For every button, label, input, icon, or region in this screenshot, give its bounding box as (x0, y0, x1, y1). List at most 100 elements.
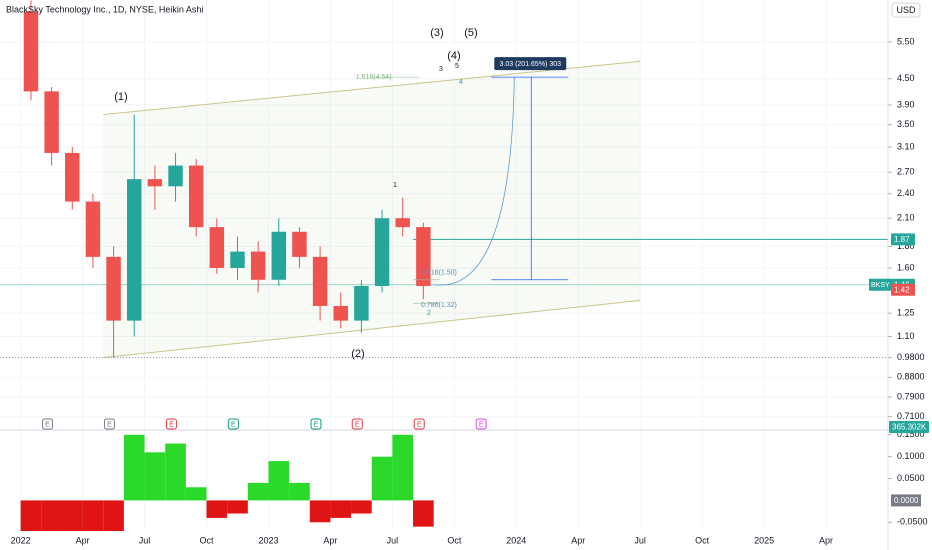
oscillator-bar (103, 500, 124, 532)
event-label: E (231, 421, 236, 428)
candle-body (44, 91, 59, 153)
oscillator-bar (371, 456, 393, 501)
y-tick-label: 1.10 (897, 331, 915, 341)
event-label: E (314, 421, 319, 428)
y-tick-label: 0.1000 (897, 451, 925, 461)
candle-body (85, 201, 101, 257)
symbol-box (869, 278, 891, 291)
y-tick-label: 0.7100 (897, 411, 925, 421)
oscillator-bar (206, 500, 228, 518)
oscillator-bar (61, 500, 83, 532)
event-label: E (45, 421, 50, 428)
oscillator-bar (413, 500, 434, 527)
candle-body (354, 285, 369, 321)
oscillator-bar (165, 443, 186, 501)
y-tick-label: 0.0500 (897, 473, 925, 483)
y-tick-label: 2.40 (897, 188, 915, 198)
y-tick-label: 0.9800 (897, 352, 925, 362)
x-tick-label: 2022 (11, 535, 31, 545)
wave-label: (4) (447, 50, 460, 62)
y-tick-label: 1.25 (897, 308, 915, 318)
y-tick-label: 1.60 (897, 262, 915, 272)
projection-curve (433, 77, 515, 286)
volume-label: 365.302K (892, 423, 927, 432)
x-tick-label: Jul (387, 535, 399, 545)
channel-line (103, 299, 641, 359)
x-tick-label: 2025 (754, 535, 774, 545)
oscillator-bar (227, 500, 248, 514)
x-tick-label: 2024 (506, 535, 526, 545)
x-tick-label: Oct (200, 535, 215, 545)
oscillator-bar (144, 452, 166, 501)
y-tick-label: 3.90 (897, 99, 915, 109)
candle-body (188, 165, 204, 228)
candle-body (168, 165, 183, 187)
y-tick-label: -0.0500 (897, 517, 928, 527)
zero-label-box (891, 494, 921, 507)
wave-label: (2) (351, 348, 364, 360)
oscillator-bar (82, 500, 104, 532)
oscillator-bar (185, 487, 207, 501)
oscillator-bar (20, 500, 42, 532)
x-tick-label: 2023 (258, 535, 278, 545)
minor-wave-label: 1 (393, 182, 397, 189)
minor-wave-label: 4 (459, 79, 463, 86)
y-tick-label: 3.50 (897, 119, 915, 129)
measure-label-box (494, 57, 567, 71)
level-label-box (891, 233, 915, 246)
x-tick-label: Apr (819, 535, 833, 545)
event-marker (351, 418, 363, 430)
prev-price-label-box (891, 283, 915, 296)
oscillator-bar (41, 500, 62, 532)
y-tick-label: 5.50 (897, 36, 915, 46)
candle-body (250, 251, 266, 280)
fib-label: 1.618(4.54) (356, 74, 392, 81)
event-marker (475, 418, 487, 430)
candle-body (23, 11, 39, 92)
fib-label: 0.786(1.32) (421, 302, 457, 309)
candle-body (416, 227, 431, 286)
fib-label: 0.618(1.50) (421, 270, 457, 277)
oscillator-bar (268, 461, 290, 501)
x-tick-label: Apr (76, 535, 90, 545)
x-tick-label: Apr (323, 535, 337, 545)
oscillator-bar (289, 482, 310, 501)
currency-box[interactable] (891, 2, 921, 18)
y-tick-label: 2.70 (897, 167, 915, 177)
x-tick-label: Jul (634, 535, 646, 545)
channel-fill (103, 61, 641, 358)
oscillator-bar (330, 500, 352, 518)
event-label: E (107, 421, 112, 428)
event-marker (41, 418, 53, 430)
symbol-label: BKSY (871, 282, 890, 289)
zero-label: 0.0000 (894, 496, 919, 505)
candle-body (230, 251, 245, 268)
candle-body (271, 231, 287, 280)
y-tick-label: 4.50 (897, 73, 915, 83)
x-tick-label: Apr (571, 535, 585, 545)
candle-body (147, 179, 163, 187)
event-label: E (355, 421, 360, 428)
event-label: E (479, 421, 484, 428)
chart-title: BlackSky Technology Inc., 1D, NYSE, Heik… (6, 4, 203, 14)
event-marker (227, 418, 239, 430)
wave-label: (3) (430, 27, 443, 39)
event-marker (310, 418, 322, 430)
candle-body (127, 179, 142, 321)
measure-label: 3.03 (201.65%) 303 (500, 61, 562, 68)
y-tick-label: 0.8800 (897, 372, 925, 382)
event-label: E (417, 421, 422, 428)
wave-label: (5) (464, 27, 477, 39)
x-tick-label: Jul (139, 535, 151, 545)
y-tick-label: 0.7900 (897, 391, 925, 401)
candle-body (106, 256, 121, 321)
channel-line (103, 60, 641, 116)
event-marker (165, 418, 177, 430)
y-tick-label: 1.80 (897, 241, 915, 251)
event-marker (413, 418, 425, 430)
candle-body (395, 218, 410, 228)
plot-area (0, 0, 888, 532)
oscillator-bar (247, 482, 269, 501)
